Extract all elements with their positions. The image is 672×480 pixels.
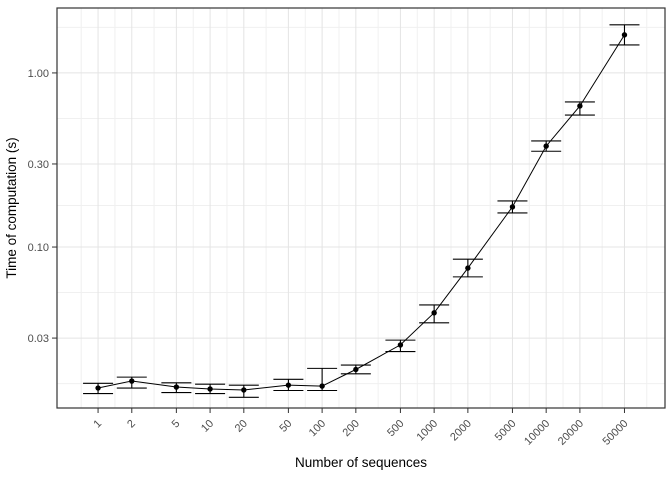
y-tick-label: 0.03 xyxy=(28,333,49,345)
x-tick-label: 10 xyxy=(199,418,216,435)
y-tick-label: 0.10 xyxy=(28,242,49,254)
y-tick-label: 1.00 xyxy=(28,68,49,80)
data-point xyxy=(621,32,628,38)
panel-border xyxy=(56,7,666,409)
data-point xyxy=(509,204,516,210)
x-tick-label: 5 xyxy=(170,418,183,431)
error-bars xyxy=(83,24,640,398)
y-tick-label: 0.30 xyxy=(28,159,49,171)
data-points xyxy=(95,32,628,393)
data-point xyxy=(397,342,404,348)
gridlines-major xyxy=(57,8,665,408)
data-point xyxy=(431,310,437,316)
x-tick-label: 200 xyxy=(340,418,361,439)
x-tick-label: 2000 xyxy=(448,418,474,444)
data-point xyxy=(95,385,101,391)
x-tick-label: 20000 xyxy=(556,418,586,448)
axis-ticks xyxy=(52,72,625,413)
x-tick-label: 2 xyxy=(125,418,138,431)
x-tick-label: 10000 xyxy=(522,418,552,448)
x-tick-label: 1 xyxy=(91,418,104,431)
data-point xyxy=(577,103,583,109)
gridlines-minor xyxy=(57,8,665,408)
y-axis-title: Time of computation (s) xyxy=(4,137,19,278)
x-tick-label: 1000 xyxy=(414,418,440,444)
data-point xyxy=(465,265,471,271)
x-tick-label: 20 xyxy=(233,418,250,435)
data-point xyxy=(207,386,213,392)
data-point xyxy=(241,387,247,393)
x-tick-label: 500 xyxy=(385,418,406,439)
data-point xyxy=(353,366,359,373)
x-tick-label: 50000 xyxy=(600,418,630,448)
panel-border-rect xyxy=(56,7,666,409)
panel-background xyxy=(57,8,665,408)
x-axis-title: Number of sequences xyxy=(295,455,427,470)
data-point xyxy=(543,143,549,149)
data-point xyxy=(173,384,180,390)
x-tick-label: 100 xyxy=(307,418,328,439)
data-point xyxy=(319,383,325,389)
data-point xyxy=(129,378,135,384)
x-tick-label: 50 xyxy=(277,418,294,435)
data-point xyxy=(285,382,292,388)
x-tick-label: 5000 xyxy=(493,418,519,444)
